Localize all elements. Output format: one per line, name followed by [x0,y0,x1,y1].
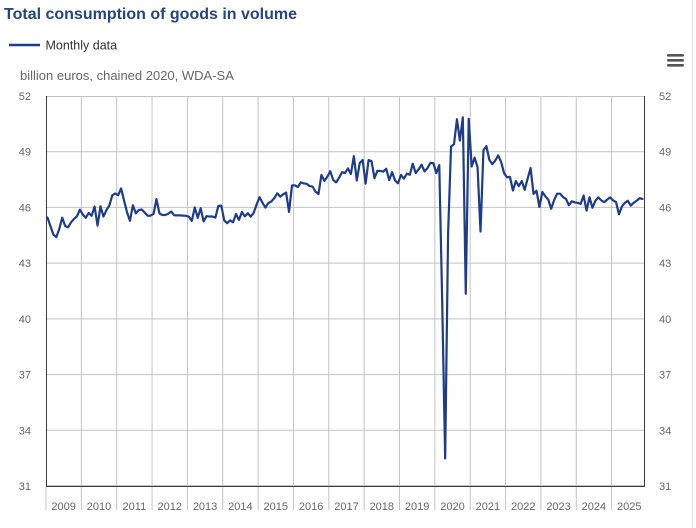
svg-text:billion euros, chained 2020, W: billion euros, chained 2020, WDA-SA [20,68,234,83]
svg-text:2009: 2009 [51,501,75,513]
svg-text:2024: 2024 [582,501,606,513]
svg-text:Monthly data: Monthly data [46,39,118,53]
svg-text:40: 40 [659,314,671,326]
svg-text:2025: 2025 [617,501,641,513]
svg-text:46: 46 [659,202,671,214]
svg-text:2022: 2022 [511,501,535,513]
svg-text:2019: 2019 [405,501,429,513]
svg-text:52: 52 [659,91,671,103]
svg-text:2011: 2011 [123,501,147,513]
svg-text:34: 34 [19,425,31,437]
svg-text:46: 46 [19,202,31,214]
svg-text:43: 43 [19,258,31,270]
svg-text:2021: 2021 [476,501,500,513]
svg-text:43: 43 [659,258,671,270]
svg-text:34: 34 [659,425,671,437]
svg-text:52: 52 [19,91,31,103]
svg-text:2012: 2012 [157,501,181,513]
svg-text:49: 49 [19,147,31,159]
svg-text:2015: 2015 [264,501,288,513]
svg-text:Total consumption of goods in: Total consumption of goods in volume [4,6,297,23]
svg-text:2016: 2016 [299,501,323,513]
svg-text:2010: 2010 [87,501,111,513]
svg-text:2014: 2014 [228,501,252,513]
svg-text:31: 31 [19,481,31,493]
svg-text:2018: 2018 [370,501,394,513]
svg-text:37: 37 [659,370,671,382]
svg-text:49: 49 [659,147,671,159]
svg-text:31: 31 [659,481,671,493]
svg-text:2020: 2020 [440,501,464,513]
svg-text:40: 40 [19,314,31,326]
svg-text:2023: 2023 [546,501,570,513]
svg-text:2013: 2013 [193,501,217,513]
svg-text:2017: 2017 [334,501,358,513]
svg-text:37: 37 [19,370,31,382]
